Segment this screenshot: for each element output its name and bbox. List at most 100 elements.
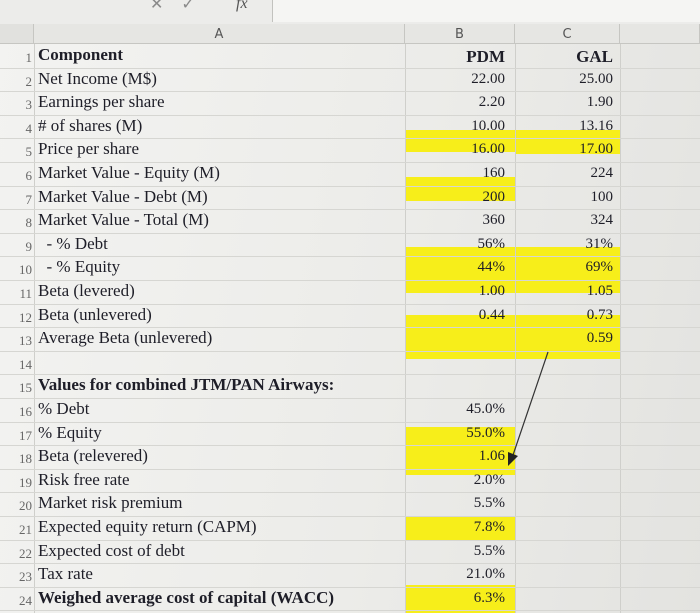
cell-c-value[interactable]: 69%: [585, 259, 614, 276]
grid-line: [0, 209, 700, 211]
cell-a-label[interactable]: Market Value - Total (M): [38, 210, 209, 230]
row-number[interactable]: 17: [19, 427, 32, 443]
highlight-b6: [405, 177, 515, 201]
cell-a-label[interactable]: Expected equity return (CAPM): [38, 517, 257, 536]
cell-c-value[interactable]: 100: [590, 188, 614, 205]
cell-b-value[interactable]: 16.00: [471, 141, 505, 158]
cell-b-value[interactable]: 2.0%: [473, 471, 505, 488]
cell-a-label[interactable]: Beta (unlevered): [38, 304, 152, 324]
cell-a-label[interactable]: Risk free rate: [38, 469, 130, 489]
cell-a-label[interactable]: Earnings per share: [38, 92, 165, 112]
row-number[interactable]: 2: [25, 73, 33, 89]
row-number[interactable]: 11: [19, 286, 32, 301]
cell-b-value[interactable]: 200: [482, 188, 506, 205]
cell-a-label[interactable]: Weighed average cost of capital (WACC): [38, 587, 335, 607]
row-number[interactable]: 4: [25, 120, 33, 136]
cell-c-value[interactable]: 13.16: [579, 117, 613, 134]
cell-b-value[interactable]: PDM: [466, 47, 505, 66]
cell-b-value[interactable]: 160: [482, 165, 506, 181]
row-number[interactable]: 13: [19, 333, 32, 349]
cell-c-value[interactable]: GAL: [576, 47, 613, 66]
cell-b-value[interactable]: 5.5%: [473, 542, 505, 559]
row-number[interactable]: 16: [19, 404, 32, 419]
row-number[interactable]: 7: [25, 191, 33, 207]
cell-a-label[interactable]: Market risk premium: [38, 493, 183, 513]
cell-b-value[interactable]: 22.00: [471, 70, 505, 87]
cell-a-label[interactable]: - % Debt: [38, 233, 108, 253]
row-number[interactable]: 10: [19, 262, 32, 278]
grid-line: [0, 162, 700, 163]
row-number[interactable]: 21: [19, 522, 32, 537]
cell-b-value[interactable]: 5.5%: [473, 495, 505, 512]
row-number[interactable]: 23: [19, 569, 32, 585]
cell-a-label[interactable]: # of shares (M): [38, 115, 143, 135]
row-number[interactable]: 15: [19, 380, 32, 396]
row-number[interactable]: 6: [25, 168, 33, 183]
cell-c-value[interactable]: 31%: [585, 235, 614, 252]
row-number[interactable]: 24: [19, 592, 32, 608]
cell-a-label[interactable]: Average Beta (unlevered): [38, 328, 213, 348]
cell-a-label[interactable]: % Equity: [38, 422, 102, 442]
grid-line: [0, 280, 700, 281]
cell-a-label[interactable]: Market Value - Equity (M): [38, 163, 220, 182]
row-number[interactable]: 8: [25, 215, 33, 231]
cell-b-value[interactable]: 44%: [477, 259, 506, 276]
formula-input[interactable]: [272, 0, 700, 22]
row-number[interactable]: 22: [19, 545, 32, 561]
cell-a-label[interactable]: Values for combined JTM/PAN Airways:: [38, 375, 335, 395]
cell-b-value[interactable]: 2.20: [478, 94, 505, 111]
cell-b-value[interactable]: 45.0%: [466, 401, 505, 417]
cell-b-value[interactable]: 360: [482, 212, 506, 229]
cell-a-label[interactable]: Net Income (M$): [38, 68, 157, 88]
row-number[interactable]: 1: [25, 50, 33, 65]
cell-c-value[interactable]: 0.73: [586, 306, 613, 323]
cell-b-value[interactable]: 21.0%: [466, 566, 505, 583]
row-number[interactable]: 5: [25, 144, 33, 160]
row-number[interactable]: 14: [19, 356, 32, 372]
cell-c-value[interactable]: 17.00: [579, 141, 613, 158]
grid-line: [0, 516, 700, 517]
cell-c-value[interactable]: 224: [590, 165, 614, 181]
cell-b-value[interactable]: 0.44: [478, 306, 505, 323]
cell-c-value[interactable]: 25.00: [579, 70, 613, 87]
cell-a-label[interactable]: % Debt: [38, 399, 90, 418]
row-number[interactable]: 9: [25, 238, 33, 254]
select-all-corner[interactable]: [0, 24, 34, 44]
row-number[interactable]: 19: [19, 474, 32, 490]
cell-a-label[interactable]: Price per share: [38, 139, 140, 159]
fx-icon[interactable]: fx: [236, 0, 248, 12]
cell-b-value[interactable]: 56%: [477, 235, 506, 252]
cell-c-value[interactable]: 1.90: [586, 94, 613, 111]
cell-a-label[interactable]: Market Value - Debt (M): [38, 186, 208, 206]
cell-c-value[interactable]: 1.05: [586, 283, 613, 299]
highlight-b9-b10: [405, 247, 515, 293]
cell-b-value[interactable]: 55.0%: [466, 424, 505, 441]
cell-a-label[interactable]: Beta (relevered): [38, 446, 148, 466]
cell-c-value[interactable]: 0.59: [586, 330, 613, 347]
grid-line: [0, 445, 700, 447]
cell-a-label[interactable]: - % Equity: [38, 257, 121, 277]
cell-c-value[interactable]: 324: [590, 212, 614, 229]
cell-b-value[interactable]: 1.06: [478, 448, 505, 465]
cell-a-label[interactable]: Expected cost of debt: [38, 540, 185, 560]
cell-a-label[interactable]: Beta (levered): [38, 281, 135, 300]
column-header-b[interactable]: B: [405, 24, 515, 44]
column-header-c[interactable]: C: [515, 24, 620, 44]
cell-a-label[interactable]: Tax rate: [38, 564, 93, 584]
cell-b-value[interactable]: 1.00: [478, 283, 505, 299]
cell-a-label[interactable]: Component: [38, 45, 124, 64]
cancel-confirm-icons[interactable]: ✕✓: [150, 0, 213, 13]
grid-line: [0, 492, 700, 494]
row-number[interactable]: 20: [19, 498, 32, 514]
highlight-b24: [405, 585, 515, 613]
row-number[interactable]: 18: [19, 451, 32, 467]
row-number[interactable]: 12: [19, 309, 32, 325]
highlight-b4: [405, 130, 515, 152]
cell-b-value[interactable]: 10.00: [471, 117, 505, 134]
row-number[interactable]: 3: [25, 97, 33, 113]
column-header-a[interactable]: A: [34, 24, 405, 44]
cell-b-value[interactable]: 6.3%: [473, 589, 505, 606]
grid-line: [0, 91, 700, 93]
cell-b-value[interactable]: 7.8%: [473, 519, 505, 535]
